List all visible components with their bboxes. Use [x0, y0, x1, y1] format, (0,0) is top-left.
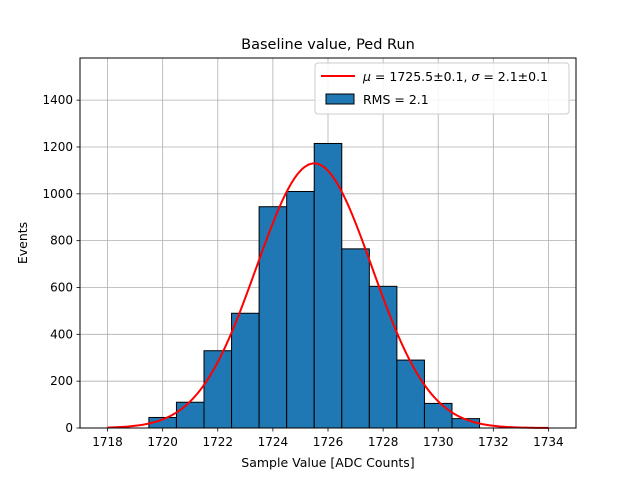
histogram-bar: [175, 401, 205, 429]
x-tick-label: 1732: [478, 435, 509, 449]
legend-mu-text: = 1725.5±0.1,: [371, 69, 471, 84]
y-axis-label: Events: [15, 222, 30, 264]
x-tick-label: 1728: [368, 435, 399, 449]
x-tick-label: 1718: [92, 435, 123, 449]
y-tick-label: 400: [50, 327, 73, 341]
x-tick-label: 1720: [147, 435, 178, 449]
x-tick-label: 1730: [423, 435, 454, 449]
histogram-bar: [341, 248, 370, 429]
x-axis-ticks: 1718 1720 1722 1724 1726 1728 1730 1732 1734: [92, 428, 564, 449]
y-tick-label: 1000: [42, 187, 73, 201]
histogram-bar: [396, 359, 425, 429]
histogram-bar: [423, 402, 453, 429]
y-tick-label: 800: [50, 234, 73, 248]
legend-hist-label: RMS = 2.1: [363, 92, 429, 107]
y-tick-label: 1400: [42, 93, 73, 107]
legend-fit-label: μ = 1725.5±0.1, σ = 2.1±0.1: [362, 69, 548, 84]
histogram-bars: [148, 142, 481, 429]
x-tick-label: 1726: [313, 435, 344, 449]
x-tick-label: 1734: [533, 435, 564, 449]
y-tick-label: 200: [50, 374, 73, 388]
legend-mu-symbol: μ: [362, 69, 371, 84]
histogram-bar: [286, 190, 315, 429]
gaussian-fit-curve: [107, 162, 549, 429]
y-tick-label: 0: [65, 421, 73, 435]
legend-sigma-text: = 2.1±0.1: [479, 69, 548, 84]
histogram-bar: [258, 206, 288, 429]
y-tick-label: 1200: [42, 140, 73, 154]
y-axis-ticks: 0 200 400 600 800 1000 1200 1400: [42, 93, 80, 435]
x-tick-label: 1722: [203, 435, 234, 449]
histogram-bar: [231, 312, 260, 429]
legend-box: [314, 62, 570, 115]
legend: μ = 1725.5±0.1, σ = 2.1±0.1 RMS = 2.1: [314, 62, 570, 115]
legend-hist-swatch: [325, 93, 355, 105]
x-axis-label: Sample Value [ADC Counts]: [241, 455, 414, 470]
chart-title: Baseline value, Ped Run: [241, 37, 415, 53]
legend-sigma-symbol: σ: [471, 69, 480, 84]
histogram-bar: [368, 285, 398, 429]
y-tick-label: 600: [50, 280, 73, 294]
x-tick-label: 1724: [258, 435, 289, 449]
